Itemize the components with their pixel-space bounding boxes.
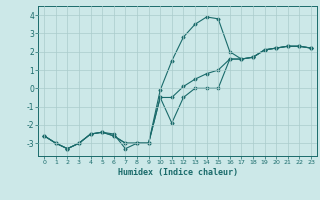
X-axis label: Humidex (Indice chaleur): Humidex (Indice chaleur) (118, 168, 238, 177)
